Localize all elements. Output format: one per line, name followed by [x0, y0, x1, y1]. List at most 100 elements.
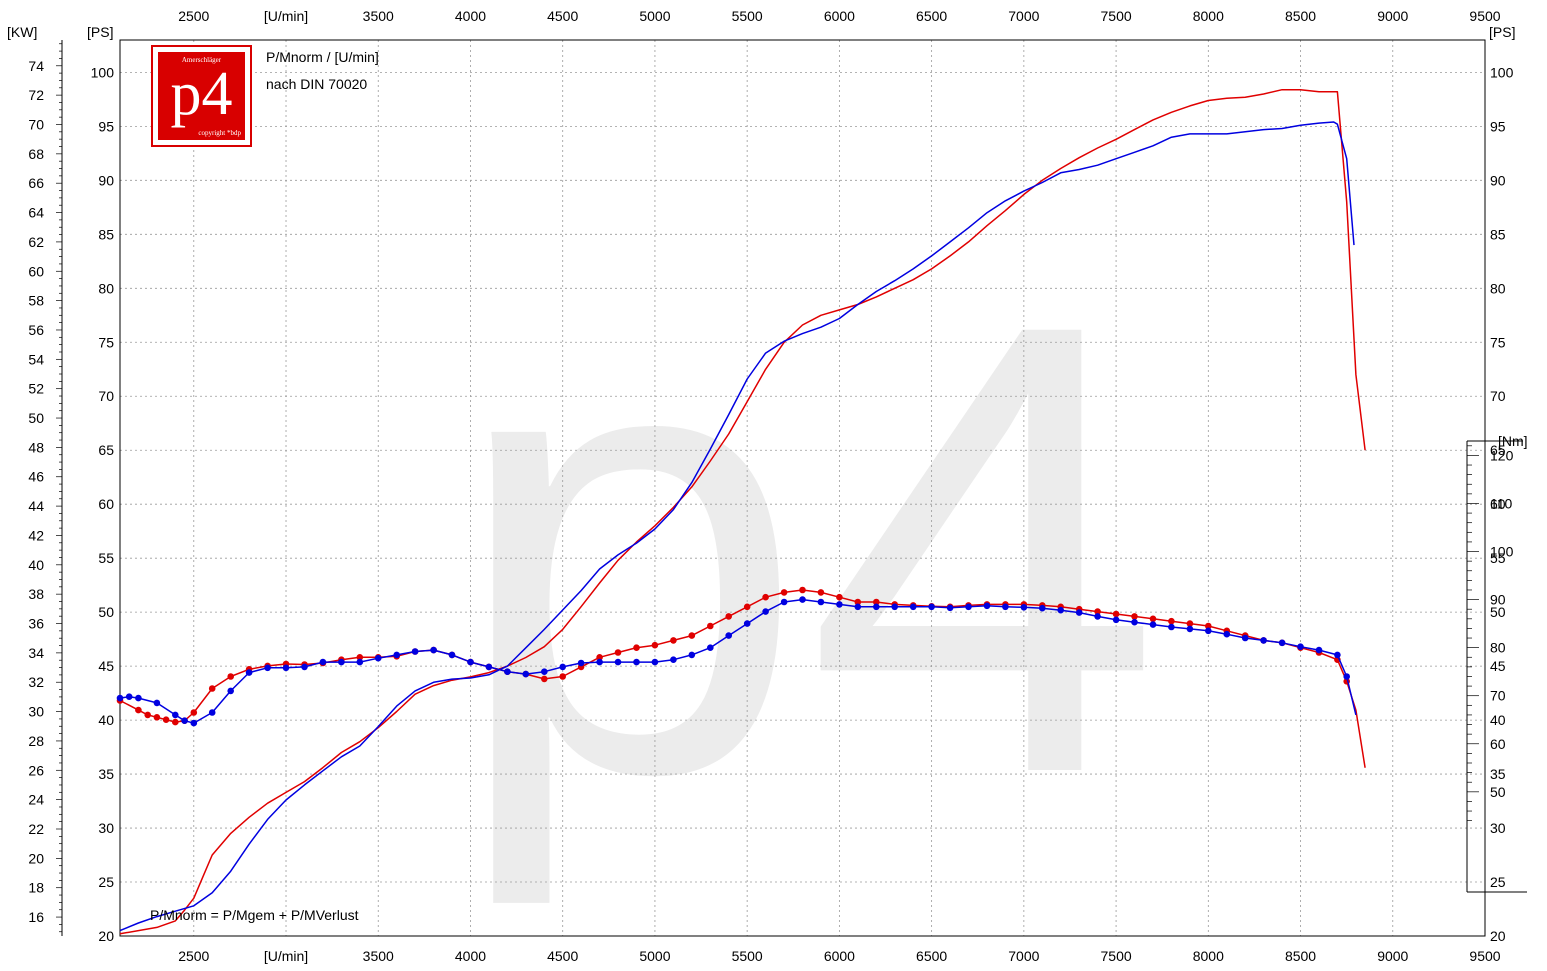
ps-tick-label-right: 20 — [1490, 928, 1506, 944]
torque-point-blue — [1168, 623, 1175, 631]
torque-point-red — [162, 716, 170, 723]
series-layer — [116, 88, 1366, 935]
kw-tick-label: 24 — [28, 792, 44, 808]
x-tick-label-bottom: 8500 — [1285, 948, 1316, 964]
ps-tick-label-left: 20 — [98, 928, 114, 944]
torque-point-blue — [208, 709, 216, 716]
torque-point-red — [873, 598, 880, 606]
x-tick-label-bottom: 6000 — [824, 948, 855, 964]
torque-point-red — [651, 641, 659, 649]
grid-lines — [120, 40, 1485, 936]
torque-point-red — [633, 644, 640, 651]
ps-tick-label-right: 70 — [1490, 388, 1506, 404]
nm-tick-label: 70 — [1490, 688, 1506, 704]
nm-axis-unit: [Nm] — [1498, 433, 1528, 449]
torque-point-red — [1205, 622, 1212, 630]
torque-point-blue — [1039, 604, 1046, 612]
ps-tick-label-left: 35 — [98, 766, 114, 782]
kw-tick-label: 42 — [28, 527, 44, 543]
kw-tick-label: 22 — [28, 821, 44, 837]
ps-tick-label-left: 90 — [98, 172, 114, 188]
kw-tick-label: 44 — [28, 498, 44, 514]
ps-tick-label-right: 65 — [1490, 442, 1506, 458]
torque-point-blue — [393, 651, 401, 659]
torque-point-blue — [319, 658, 327, 666]
torque-point-red — [1168, 617, 1175, 625]
torque-point-blue — [1278, 639, 1286, 647]
torque-point-red — [743, 603, 751, 611]
torque-point-blue — [1297, 643, 1304, 650]
torque-point-red — [725, 613, 732, 620]
torque-point-red — [227, 673, 234, 680]
kw-tick-label: 74 — [28, 58, 44, 74]
torque-point-red — [541, 675, 548, 683]
ps-tick-label-right: 100 — [1490, 64, 1514, 80]
torque-point-blue — [854, 603, 862, 611]
ps-tick-label-left: 75 — [98, 334, 114, 350]
torque-point-blue — [559, 663, 566, 671]
torque-point-blue — [1223, 630, 1231, 638]
kw-tick-label: 40 — [28, 557, 44, 573]
torque-point-blue — [873, 603, 880, 611]
x-tick-label-bottom: 9000 — [1377, 948, 1408, 964]
torque-point-blue — [282, 664, 290, 672]
torque-point-red — [153, 714, 161, 721]
ps-tick-label-left: 45 — [98, 658, 114, 674]
x-tick-label-top: 2500 — [178, 8, 209, 24]
torque-point-blue — [181, 717, 188, 724]
torque-point-blue — [485, 663, 493, 671]
x-tick-label-top: [U/min] — [264, 8, 308, 24]
ps-tick-label-right: 55 — [1490, 550, 1506, 566]
ps-tick-label-left: 80 — [98, 280, 114, 296]
torque-point-blue — [125, 693, 133, 700]
torque-point-red — [596, 654, 603, 661]
kw-tick-label: 36 — [28, 616, 44, 632]
torque-point-red — [356, 654, 364, 661]
ps-tick-label-left: 50 — [98, 604, 114, 620]
torque-point-blue — [780, 598, 788, 606]
power-curve-blue — [119, 121, 1355, 932]
torque-point-red — [817, 589, 825, 596]
torque-point-blue — [946, 604, 954, 612]
torque-point-blue — [965, 603, 972, 611]
torque-point-blue — [688, 651, 696, 659]
torque-point-blue — [836, 601, 843, 608]
torque-point-blue — [670, 656, 677, 663]
torque-point-blue — [596, 658, 603, 666]
ps-tick-label-left: 60 — [98, 496, 114, 512]
x-tick-label-bottom: 6500 — [916, 948, 947, 964]
kw-tick-label: 62 — [28, 234, 44, 250]
torque-point-blue — [374, 654, 382, 662]
nm-tick-label: 100 — [1490, 544, 1514, 560]
torque-point-blue — [799, 596, 806, 603]
ps-tick-label-right: 60 — [1490, 496, 1506, 512]
x-tick-label-bottom: 4500 — [547, 948, 578, 964]
torque-point-red — [836, 593, 843, 601]
torque-point-red — [780, 589, 788, 596]
torque-point-red — [1149, 615, 1157, 623]
torque-point-blue — [633, 658, 640, 666]
torque-point-blue — [522, 670, 530, 678]
torque-point-red — [208, 685, 216, 692]
kw-tick-label: 66 — [28, 175, 44, 191]
torque-point-blue — [1002, 603, 1009, 611]
ps-tick-label-right: 95 — [1490, 118, 1506, 134]
ps-tick-label-right: 25 — [1490, 874, 1506, 890]
nm-tick-label: 60 — [1490, 736, 1506, 752]
axes: 2500 2500 [U/min] [U/min] 3500 3500 4000 4000 45… — [7, 8, 1528, 964]
torque-point-blue — [264, 664, 271, 672]
torque-point-blue — [577, 659, 585, 667]
p4-logo: Amerschläger p4 copyright *bdp — [151, 45, 252, 147]
torque-point-blue — [504, 668, 511, 675]
plot-frame — [119, 39, 1486, 937]
x-tick-label-bottom: 8000 — [1193, 948, 1224, 964]
x-tick-label-top: 7500 — [1101, 8, 1132, 24]
ps-tick-label-left: 25 — [98, 874, 114, 890]
torque-point-red — [670, 637, 677, 644]
x-tick-label-top: 6000 — [824, 8, 855, 24]
torque-point-red — [799, 586, 806, 594]
kw-tick-label: 68 — [28, 146, 44, 162]
ps-tick-label-right: 30 — [1490, 820, 1506, 836]
x-tick-label-bottom: [U/min] — [264, 948, 308, 964]
